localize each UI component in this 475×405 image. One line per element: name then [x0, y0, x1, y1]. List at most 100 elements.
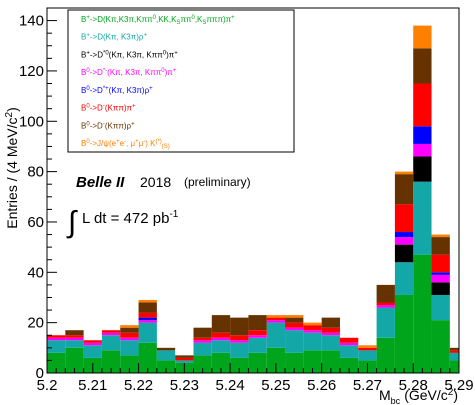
bar	[120, 355, 139, 373]
x-axis-title-subscript: bc	[391, 396, 401, 405]
bar	[431, 237, 450, 255]
bar	[303, 330, 322, 333]
bar	[65, 337, 84, 341]
bar	[101, 332, 121, 336]
bar	[193, 337, 212, 341]
bar	[193, 340, 212, 343]
bar	[431, 254, 450, 273]
bar	[376, 302, 395, 306]
bar	[138, 320, 157, 323]
bar	[175, 357, 194, 361]
bar	[138, 342, 157, 373]
bar	[413, 25, 432, 49]
x-axis-title: Mbc (GeV/c2)	[379, 387, 458, 405]
series-3	[394, 156, 450, 295]
bar	[285, 327, 304, 331]
bar	[120, 332, 139, 338]
preliminary-label: (preliminary)	[184, 175, 251, 189]
bar	[285, 330, 304, 353]
bar	[431, 234, 450, 238]
bar	[303, 350, 322, 373]
bar	[230, 342, 249, 358]
bar	[321, 332, 340, 336]
x-axis-title-unit: (GeV/c	[404, 387, 448, 403]
bar	[413, 181, 432, 255]
bar	[285, 317, 304, 323]
bar	[266, 320, 286, 323]
bar	[120, 337, 139, 341]
bar	[431, 274, 450, 283]
x-tick-label: 5.21	[78, 377, 107, 394]
bar	[394, 244, 414, 263]
bar	[431, 272, 450, 275]
y-tick-label: 100	[19, 113, 44, 130]
bar	[193, 342, 212, 356]
x-tick-label: 5.29	[444, 377, 473, 394]
bar	[413, 48, 432, 84]
plot-frame	[46, 7, 460, 374]
x-axis-title-main: M	[379, 387, 391, 403]
x-tick-label: 5.28	[399, 377, 428, 394]
y-tick-label: 20	[27, 315, 44, 332]
legend-entry: B+->D(Kπ, K3π)ρ+	[81, 33, 147, 42]
bar	[339, 337, 359, 343]
bar	[83, 340, 102, 343]
histogram-bars	[47, 25, 459, 373]
legend-entry: B0->D*-(Kπ, K3π, Kππ0)π+	[81, 68, 177, 77]
series-2	[47, 181, 459, 363]
bar	[175, 355, 194, 358]
legend-box	[67, 9, 295, 153]
bar	[248, 330, 267, 336]
bar	[211, 352, 231, 373]
bar	[431, 320, 450, 373]
luminosity-label: L dt = 472 pb-1	[82, 209, 179, 227]
bar	[47, 337, 66, 341]
y-axis-title-exponent: 2	[4, 111, 15, 117]
bar	[120, 340, 139, 356]
bar	[285, 315, 304, 318]
bar	[156, 350, 176, 361]
year-label: 2018	[140, 174, 171, 190]
y-tick-label: 140	[19, 13, 44, 30]
bar	[394, 262, 414, 295]
bar	[156, 347, 176, 351]
legend-entry: B+->D(Kπ,K3π,Kππ0,KK,KSππ0,KSπππ)π+	[81, 15, 235, 26]
bar	[101, 350, 121, 373]
bar	[394, 204, 414, 233]
bar	[303, 322, 322, 326]
experiment-label: Belle II	[76, 174, 125, 191]
bar	[339, 342, 359, 346]
bar	[120, 327, 139, 333]
bar	[101, 330, 121, 333]
bar	[358, 345, 377, 348]
bar	[47, 352, 66, 373]
bar	[321, 317, 340, 328]
legend: B+->D(Kπ,K3π,Kππ0,KK,KSππ0,KSπππ)π+ B+->D…	[67, 9, 295, 153]
bar	[211, 337, 231, 341]
bar	[211, 315, 231, 333]
legend-entry: B0->D*+(Kπ, K3π)ρ+	[81, 86, 153, 95]
bar	[138, 317, 157, 321]
bar	[193, 327, 212, 338]
bar	[394, 171, 414, 175]
bar	[230, 357, 249, 373]
x-tick-label: 5.25	[261, 377, 290, 394]
bar	[101, 335, 121, 351]
bar	[230, 317, 249, 336]
y-tick-label: 40	[27, 264, 44, 281]
y-tick-label: 80	[27, 164, 44, 181]
bar	[321, 350, 340, 373]
bar	[266, 347, 286, 373]
bar	[65, 335, 84, 338]
series-7	[65, 48, 459, 358]
legend-entry: B+->D*0(Kπ, K3π, Kππ0)π+	[81, 50, 178, 59]
y-tick-label: 120	[19, 63, 44, 80]
integral-sign: ∫	[66, 206, 78, 239]
bar	[138, 312, 157, 318]
x-tick-label: 5.26	[307, 377, 336, 394]
axes: 5.2 5.21 5.22 5.23 5.24 5.25 5.26 5.27 5.28 5.29 0…	[19, 7, 474, 394]
bar	[248, 337, 267, 353]
bar	[83, 345, 102, 358]
bar	[285, 322, 304, 328]
